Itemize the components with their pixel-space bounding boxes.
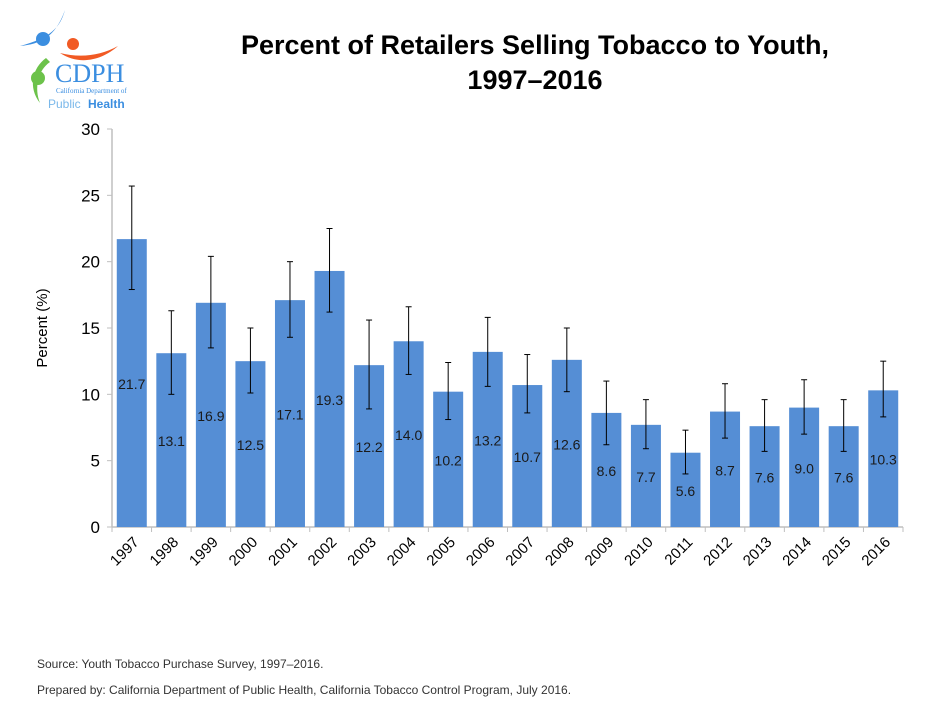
- data-label: 16.9: [197, 408, 224, 424]
- y-tick-label: 25: [81, 186, 100, 205]
- y-tick-label: 0: [91, 518, 100, 537]
- chart-title-line1: Percent of Retailers Selling Tobacco to …: [240, 30, 830, 60]
- data-label: 21.7: [118, 376, 145, 392]
- data-label: 12.5: [237, 437, 264, 453]
- x-tick-label: 2011: [661, 534, 696, 569]
- x-tick-label: 2012: [700, 534, 736, 570]
- svg-text:Public: Public: [48, 97, 81, 111]
- x-tick-label: 2003: [344, 534, 380, 570]
- x-tick-label: 2004: [384, 534, 420, 570]
- svg-text:California Department of: California Department of: [56, 87, 127, 95]
- data-label: 7.7: [636, 469, 656, 485]
- x-tick-label: 2000: [226, 534, 262, 570]
- bar-2002: [314, 270, 345, 527]
- x-tick-label: 1999: [186, 534, 222, 570]
- data-label: 17.1: [276, 407, 303, 423]
- x-tick-label: 2009: [582, 534, 618, 570]
- prepared-note: Prepared by: California Department of Pu…: [37, 683, 572, 697]
- y-tick-label: 20: [81, 253, 100, 272]
- data-label: 5.6: [676, 483, 696, 499]
- data-label: 10.2: [435, 452, 462, 468]
- svg-text:Health: Health: [88, 97, 125, 111]
- data-label: 8.6: [597, 463, 617, 479]
- data-label: 7.6: [834, 470, 854, 486]
- x-tick-label: 2016: [858, 534, 894, 570]
- data-label: 10.7: [514, 449, 541, 465]
- data-label: 12.6: [553, 436, 580, 452]
- x-tick-label: 1998: [147, 534, 183, 570]
- x-tick-label: 2007: [502, 534, 538, 570]
- y-tick-label: 5: [91, 452, 100, 471]
- data-label: 12.2: [355, 439, 382, 455]
- x-tick-label: 2002: [305, 534, 341, 570]
- data-label: 19.3: [316, 392, 343, 408]
- data-label: 10.3: [870, 452, 897, 468]
- source-note: Source: Youth Tobacco Purchase Survey, 1…: [37, 657, 324, 671]
- x-tick-label: 2015: [819, 534, 855, 570]
- chart-title: Percent of Retailers Selling Tobacco to …: [140, 28, 930, 98]
- data-label: 9.0: [794, 460, 814, 476]
- x-tick-label: 2005: [423, 534, 459, 570]
- cdph-logo: CDPH California Department of Public Hea…: [10, 8, 140, 113]
- y-tick-label: 30: [81, 120, 100, 139]
- x-tick-label: 2013: [740, 534, 776, 570]
- y-axis-label: Percent (%): [34, 288, 51, 367]
- data-label: 7.6: [755, 470, 775, 486]
- data-label: 14.0: [395, 427, 422, 443]
- x-tick-label: 2006: [463, 534, 499, 570]
- data-label: 13.1: [158, 433, 185, 449]
- chart-title-line2: 1997–2016: [467, 65, 603, 95]
- svg-text:CDPH: CDPH: [55, 59, 125, 88]
- y-tick-label: 15: [81, 319, 100, 338]
- data-label: 8.7: [715, 462, 735, 478]
- x-tick-label: 2014: [779, 534, 815, 570]
- x-tick-label: 1997: [107, 534, 143, 570]
- x-tick-label: 2008: [542, 534, 578, 570]
- y-tick-label: 10: [81, 385, 100, 404]
- x-tick-label: 2010: [621, 534, 657, 570]
- x-tick-label: 2001: [265, 534, 301, 570]
- data-label: 13.2: [474, 432, 501, 448]
- bar-2001: [274, 300, 305, 527]
